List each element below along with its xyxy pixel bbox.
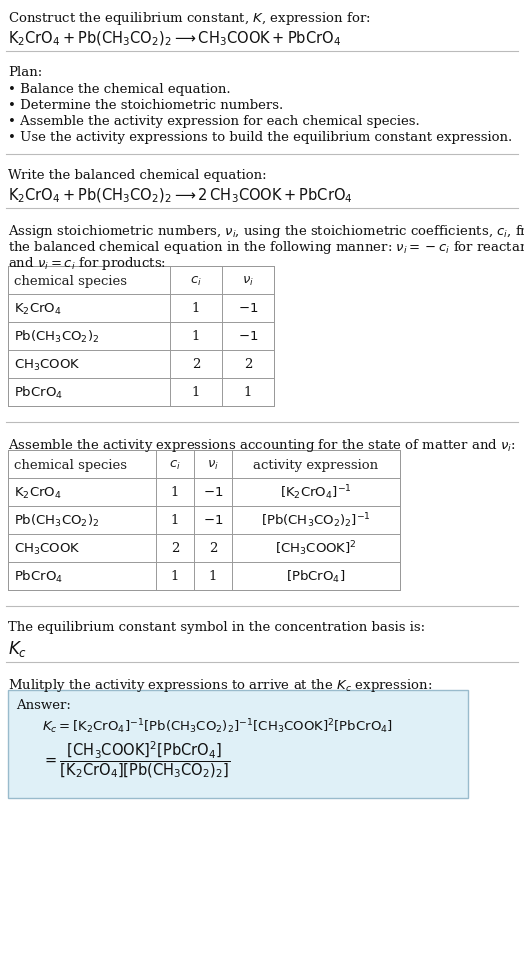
Text: $c_i$: $c_i$ bbox=[169, 458, 181, 471]
Text: the balanced chemical equation in the following manner: $\nu_i = -c_i$ for react: the balanced chemical equation in the fo… bbox=[8, 239, 524, 255]
FancyBboxPatch shape bbox=[8, 690, 468, 798]
Text: Assign stoichiometric numbers, $\nu_i$, using the stoichiometric coefficients, $: Assign stoichiometric numbers, $\nu_i$, … bbox=[8, 223, 524, 240]
Text: $[\mathrm{PbCrO_4}]$: $[\mathrm{PbCrO_4}]$ bbox=[287, 568, 346, 585]
Text: Assemble the activity expressions accounting for the state of matter and $\nu_i$: Assemble the activity expressions accoun… bbox=[8, 436, 516, 454]
Text: 1: 1 bbox=[192, 386, 200, 399]
Text: $\mathrm{CH_3COOK}$: $\mathrm{CH_3COOK}$ bbox=[14, 541, 81, 556]
Text: Construct the equilibrium constant, $K$, expression for:: Construct the equilibrium constant, $K$,… bbox=[8, 10, 370, 27]
Text: chemical species: chemical species bbox=[14, 458, 127, 471]
Text: • Determine the stoichiometric numbers.: • Determine the stoichiometric numbers. bbox=[8, 99, 283, 111]
Text: $\nu_i$: $\nu_i$ bbox=[242, 274, 254, 288]
Text: 2: 2 bbox=[171, 542, 179, 555]
Text: $\mathrm{Pb(CH_3CO_2)_2}$: $\mathrm{Pb(CH_3CO_2)_2}$ bbox=[14, 329, 100, 344]
Text: Mulitply the activity expressions to arrive at the $K_c$ expression:: Mulitply the activity expressions to arr… bbox=[8, 677, 432, 693]
Bar bbox=[8, 267, 274, 407]
Text: 1: 1 bbox=[244, 386, 252, 399]
Text: $\mathrm{PbCrO_4}$: $\mathrm{PbCrO_4}$ bbox=[14, 568, 63, 585]
Text: $\nu_i$: $\nu_i$ bbox=[207, 458, 219, 471]
Bar bbox=[8, 451, 400, 591]
Text: $[\mathrm{Pb(CH_3CO_2)_2}]^{-1}$: $[\mathrm{Pb(CH_3CO_2)_2}]^{-1}$ bbox=[261, 511, 371, 530]
Text: • Assemble the activity expression for each chemical species.: • Assemble the activity expression for e… bbox=[8, 114, 420, 128]
Text: $-1$: $-1$ bbox=[238, 302, 258, 315]
Text: $\mathrm{K_2CrO_4}$: $\mathrm{K_2CrO_4}$ bbox=[14, 301, 62, 316]
Text: activity expression: activity expression bbox=[254, 458, 378, 471]
Text: $c_i$: $c_i$ bbox=[190, 274, 202, 288]
Text: 1: 1 bbox=[192, 302, 200, 315]
Text: 1: 1 bbox=[171, 570, 179, 583]
Text: 1: 1 bbox=[171, 486, 179, 499]
Text: chemical species: chemical species bbox=[14, 274, 127, 288]
Text: $= \dfrac{[\mathrm{CH_3COOK}]^{2}[\mathrm{PbCrO_4}]}{[\mathrm{K_2CrO_4}][\mathrm: $= \dfrac{[\mathrm{CH_3COOK}]^{2}[\mathr… bbox=[42, 738, 230, 778]
Text: 1: 1 bbox=[209, 570, 217, 583]
Text: Write the balanced chemical equation:: Write the balanced chemical equation: bbox=[8, 169, 267, 182]
Text: $[\mathrm{CH_3COOK}]^{2}$: $[\mathrm{CH_3COOK}]^{2}$ bbox=[275, 539, 357, 557]
Text: $K_c = [\mathrm{K_2CrO_4}]^{-1}[\mathrm{Pb(CH_3CO_2)_2}]^{-1}[\mathrm{CH_3COOK}]: $K_c = [\mathrm{K_2CrO_4}]^{-1}[\mathrm{… bbox=[42, 716, 393, 734]
Text: $K_c$: $K_c$ bbox=[8, 639, 27, 658]
Text: $\mathrm{K_2CrO_4}$: $\mathrm{K_2CrO_4}$ bbox=[14, 485, 62, 500]
Text: $\mathrm{CH_3COOK}$: $\mathrm{CH_3COOK}$ bbox=[14, 357, 81, 373]
Text: $[\mathrm{K_2CrO_4}]^{-1}$: $[\mathrm{K_2CrO_4}]^{-1}$ bbox=[280, 483, 352, 502]
Text: 1: 1 bbox=[192, 331, 200, 343]
Text: • Use the activity expressions to build the equilibrium constant expression.: • Use the activity expressions to build … bbox=[8, 131, 512, 144]
Text: and $\nu_i = c_i$ for products:: and $\nu_i = c_i$ for products: bbox=[8, 254, 166, 272]
Text: 1: 1 bbox=[171, 514, 179, 527]
Text: Answer:: Answer: bbox=[16, 698, 71, 711]
Text: $-1$: $-1$ bbox=[238, 331, 258, 343]
Text: $\mathrm{K_2CrO_4 + Pb(CH_3CO_2)_2 \longrightarrow 2\, CH_3COOK + PbCrO_4}$: $\mathrm{K_2CrO_4 + Pb(CH_3CO_2)_2 \long… bbox=[8, 187, 353, 205]
Text: $-1$: $-1$ bbox=[203, 514, 223, 527]
Text: Plan:: Plan: bbox=[8, 66, 42, 79]
Text: 2: 2 bbox=[192, 358, 200, 371]
Text: • Balance the chemical equation.: • Balance the chemical equation. bbox=[8, 83, 231, 96]
Text: $\mathrm{PbCrO_4}$: $\mathrm{PbCrO_4}$ bbox=[14, 384, 63, 401]
Text: $\mathrm{Pb(CH_3CO_2)_2}$: $\mathrm{Pb(CH_3CO_2)_2}$ bbox=[14, 512, 100, 528]
Text: $-1$: $-1$ bbox=[203, 486, 223, 499]
Text: 2: 2 bbox=[244, 358, 252, 371]
Text: The equilibrium constant symbol in the concentration basis is:: The equilibrium constant symbol in the c… bbox=[8, 620, 425, 634]
Text: $\mathrm{K_2CrO_4 + Pb(CH_3CO_2)_2 \longrightarrow CH_3COOK + PbCrO_4}$: $\mathrm{K_2CrO_4 + Pb(CH_3CO_2)_2 \long… bbox=[8, 30, 341, 48]
Text: 2: 2 bbox=[209, 542, 217, 555]
